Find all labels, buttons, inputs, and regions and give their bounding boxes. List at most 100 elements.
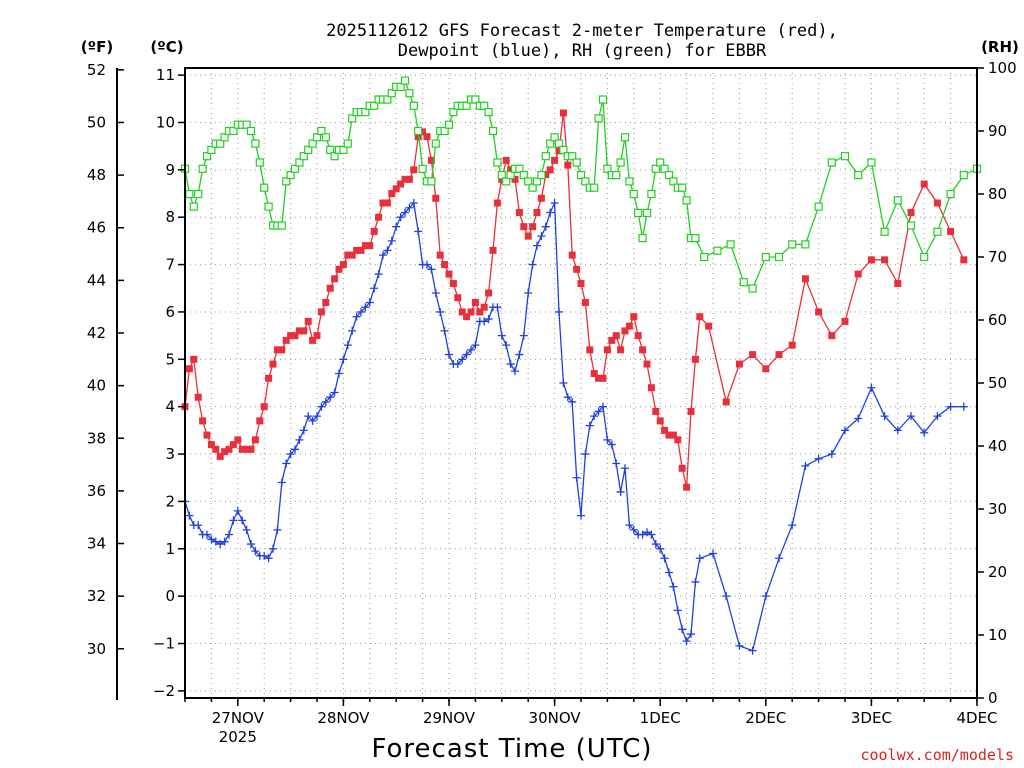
temperature-point bbox=[357, 246, 365, 254]
temperature-point bbox=[344, 251, 352, 259]
dewpoint-point bbox=[687, 630, 695, 639]
temperature-point bbox=[449, 280, 457, 288]
dewpoint-point bbox=[546, 208, 555, 217]
dewpoint-point bbox=[436, 307, 445, 316]
temperature-point bbox=[511, 175, 519, 183]
rh-point bbox=[559, 145, 568, 154]
axes: −2−1012345678910113032343638404244464850… bbox=[87, 59, 1017, 746]
temperature-point bbox=[599, 374, 607, 382]
x-tick-label: 3DEC bbox=[851, 709, 892, 727]
rh-point bbox=[260, 183, 269, 192]
temperature-point bbox=[493, 199, 501, 207]
temperature-point bbox=[256, 417, 264, 425]
rh-point bbox=[528, 183, 537, 192]
dewpoint-point bbox=[260, 551, 269, 560]
rh-point bbox=[198, 164, 207, 173]
rh-point bbox=[295, 158, 304, 167]
temperature-point bbox=[669, 431, 677, 439]
temperature-point bbox=[269, 360, 277, 368]
rh-point bbox=[299, 152, 308, 161]
temperature-point bbox=[762, 365, 770, 373]
dewpoint-point bbox=[933, 412, 942, 421]
dewpoint-point bbox=[295, 435, 304, 444]
rh-tick-label: 40 bbox=[988, 437, 1007, 455]
temperature-point bbox=[480, 303, 488, 311]
dewpoint-point bbox=[185, 511, 194, 520]
dewpoint-point bbox=[348, 326, 357, 335]
dewpoint-point bbox=[660, 554, 669, 563]
dewpoint-point bbox=[841, 426, 849, 435]
dewpoint-point bbox=[577, 511, 585, 520]
rh-point bbox=[647, 189, 656, 199]
dewpoint-point bbox=[330, 388, 339, 397]
celsius-tick-label: 5 bbox=[165, 350, 175, 368]
dewpoint-point bbox=[880, 412, 889, 421]
rh-point bbox=[242, 120, 251, 129]
dewpoint-point bbox=[374, 270, 383, 279]
temperature-point bbox=[546, 166, 554, 174]
temperature-point bbox=[287, 332, 295, 340]
x-tick-label: 4DEC bbox=[956, 709, 997, 727]
temperature-point bbox=[595, 374, 603, 382]
x-tick-label: 30NOV bbox=[529, 709, 582, 727]
temperature-point bbox=[410, 166, 418, 174]
fahrenheit-tick-label: 38 bbox=[87, 429, 106, 447]
rh-point bbox=[788, 240, 797, 249]
temperature-point bbox=[656, 417, 664, 425]
rh-point bbox=[920, 252, 929, 262]
dewpoint-point bbox=[194, 521, 203, 530]
rh-point bbox=[348, 114, 357, 123]
rh-unit-label: (RH) bbox=[981, 38, 1019, 56]
rh-point bbox=[277, 221, 286, 230]
dewpoint-point bbox=[621, 464, 629, 473]
rh-point bbox=[594, 114, 603, 123]
dewpoint-point bbox=[603, 435, 612, 444]
celsius-tick-label: 4 bbox=[165, 398, 175, 416]
rh-point bbox=[638, 234, 647, 243]
temperature-point bbox=[625, 322, 633, 330]
dewpoint-point bbox=[335, 369, 343, 378]
rh-tick-label: 100 bbox=[988, 59, 1017, 77]
rh-point bbox=[414, 126, 423, 136]
rh-point bbox=[286, 171, 295, 180]
temperature-point bbox=[933, 199, 941, 207]
rh-point bbox=[207, 145, 216, 154]
temperature-point bbox=[436, 251, 444, 259]
temperature-point bbox=[577, 280, 585, 288]
temperature-point bbox=[313, 332, 321, 340]
dewpoint-point bbox=[867, 383, 876, 392]
rh-tick-label: 50 bbox=[988, 374, 1007, 392]
dewpoint-point bbox=[638, 530, 647, 539]
temperature-point bbox=[441, 261, 449, 269]
dewpoint-point bbox=[471, 341, 480, 350]
dewpoint-point bbox=[643, 528, 651, 537]
chart-title-line-1: 2025112612 GFS Forecast 2-meter Temperat… bbox=[326, 21, 838, 41]
fahrenheit-tick-label: 30 bbox=[87, 640, 106, 658]
temperature-point bbox=[634, 332, 642, 340]
rh-point bbox=[651, 164, 660, 173]
temperature-point bbox=[581, 298, 589, 306]
dewpoint-point bbox=[616, 487, 625, 496]
temperature-point bbox=[867, 256, 875, 264]
dewpoint-point bbox=[515, 350, 524, 359]
rh-point bbox=[700, 252, 709, 262]
rh-point bbox=[418, 164, 427, 173]
dewpoint-point bbox=[563, 393, 572, 402]
temperature-point bbox=[564, 161, 572, 169]
temperature-point bbox=[317, 308, 325, 316]
dewpoint-line bbox=[184, 201, 964, 652]
temperature-point bbox=[234, 436, 242, 444]
rh-point bbox=[906, 221, 916, 230]
rh-point bbox=[524, 177, 533, 186]
temperature-point bbox=[542, 171, 550, 179]
dewpoint-point bbox=[409, 199, 418, 207]
rh-point bbox=[664, 171, 674, 180]
rh-point bbox=[330, 152, 339, 161]
temperature-point bbox=[463, 313, 471, 321]
rh-point bbox=[216, 139, 225, 148]
temperature-point bbox=[586, 346, 594, 354]
temperature-point bbox=[498, 175, 506, 183]
celsius-tick-label: 8 bbox=[165, 208, 175, 226]
rh-point bbox=[629, 189, 638, 199]
